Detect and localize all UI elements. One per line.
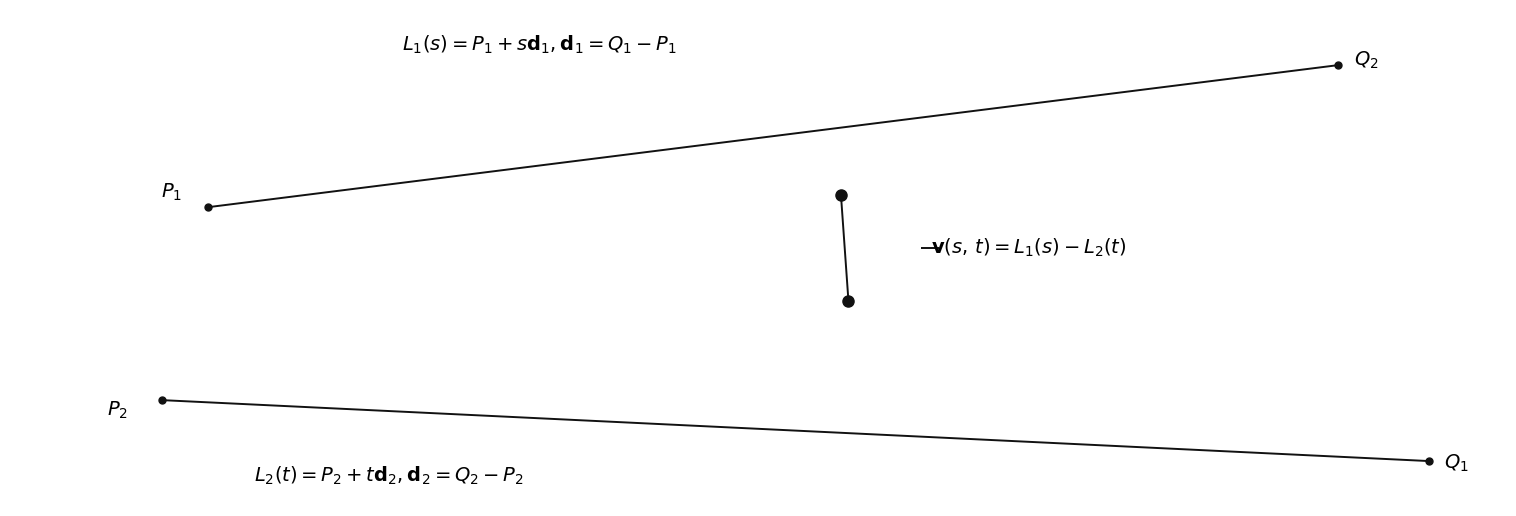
Text: $L_2(t) = P_2 + t\mathbf{d}_2,\mathbf{d}_2 = Q_2 - P_2$: $L_2(t) = P_2 + t\mathbf{d}_2,\mathbf{d}… xyxy=(253,465,523,488)
Text: $P_1$: $P_1$ xyxy=(161,181,182,203)
Text: $P_2$: $P_2$ xyxy=(106,400,127,421)
Text: $Q_2$: $Q_2$ xyxy=(1354,50,1378,71)
Text: $\mathbf{v}(s,\, t) = L_1(s) - L_2(t)$: $\mathbf{v}(s,\, t) = L_1(s) - L_2(t)$ xyxy=(931,237,1126,259)
Text: $Q_1$: $Q_1$ xyxy=(1443,453,1469,474)
Text: $L_1(s) = P_1 + s\mathbf{d}_1,\mathbf{d}_1 = Q_1 - P_1$: $L_1(s) = P_1 + s\mathbf{d}_1,\mathbf{d}… xyxy=(402,34,676,56)
